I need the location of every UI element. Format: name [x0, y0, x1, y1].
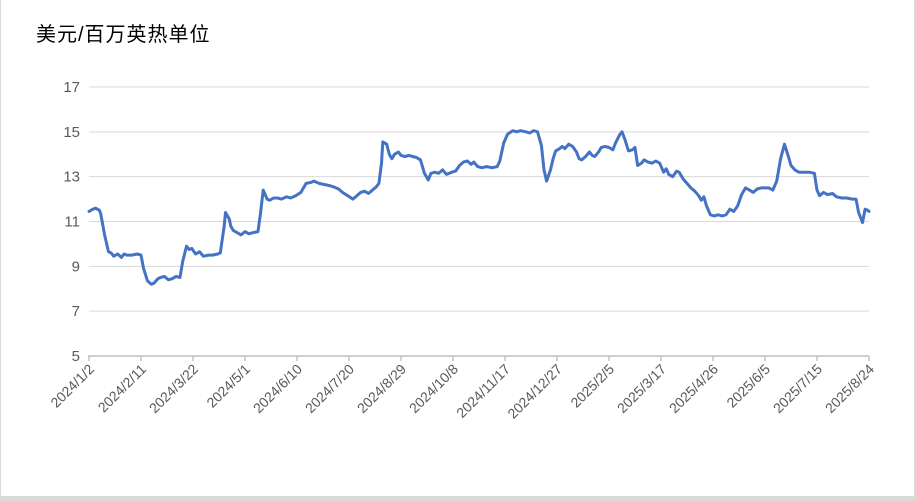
y-axis-tick-label: 15	[63, 124, 80, 141]
x-axis-tick-label: 2024/1/2	[47, 361, 97, 411]
x-axis-tick-label: 2025/4/26	[666, 361, 722, 417]
x-axis-tick-label: 2024/3/22	[146, 361, 202, 417]
y-axis-tick-label: 13	[63, 169, 80, 186]
x-axis-tick-label: 2024/11/17	[453, 361, 513, 421]
x-axis-tick-label: 2025/8/24	[822, 361, 878, 417]
x-axis-tick-label: 2024/10/8	[406, 361, 462, 417]
price-series-line	[87, 129, 871, 286]
y-axis-tick-label: 9	[72, 258, 80, 275]
x-axis-tick-label: 2024/7/20	[302, 361, 358, 417]
x-axis-tick-label: 2025/6/5	[723, 361, 773, 411]
y-axis-tick-label: 11	[64, 214, 80, 231]
y-axis-tick-label: 17	[63, 79, 80, 96]
y-axis-tick-label: 5	[72, 348, 80, 365]
x-axis-tick-label: 2025/2/5	[567, 361, 617, 411]
x-axis-tick-label: 2025/3/17	[614, 361, 670, 417]
x-axis-tick-label: 2024/2/11	[94, 361, 149, 416]
chart-title: 美元/百万英热单位	[36, 24, 211, 46]
x-axis-tick-label: 2025/7/15	[770, 361, 826, 417]
x-axis-tick-label: 2024/6/10	[250, 361, 306, 417]
x-axis-tick-label: 2024/5/1	[203, 361, 253, 411]
x-axis-tick-label: 2024/12/27	[504, 361, 565, 422]
x-axis-tick-label: 2024/8/29	[354, 361, 410, 417]
y-axis-tick-label: 7	[72, 303, 80, 320]
